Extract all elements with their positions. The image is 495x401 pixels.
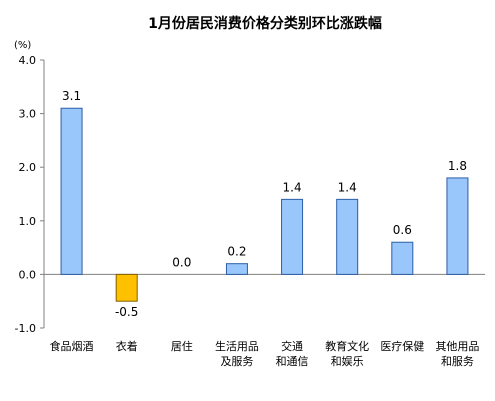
bar — [115, 273, 138, 302]
y-tick-label: -1.0 — [15, 322, 36, 335]
data-label: 3.1 — [62, 89, 81, 103]
x-tick-label: 和服务 — [441, 355, 474, 368]
data-label: 1.4 — [283, 180, 302, 194]
x-tick-label: 及服务 — [220, 355, 253, 368]
x-tick-label: 交通 — [281, 339, 303, 353]
data-label: 1.4 — [338, 180, 357, 194]
data-label: -0.5 — [115, 305, 138, 319]
y-tick-label: 1.0 — [19, 215, 37, 228]
y-tick-label: 0.0 — [19, 268, 37, 281]
x-tick-label: 衣着 — [116, 339, 138, 353]
x-tick-label: 和娱乐 — [331, 354, 364, 368]
chart-title: 1月份居民消费价格分类别环比涨跌幅 — [148, 15, 382, 32]
x-tick-label: 教育文化 — [325, 339, 369, 353]
bar — [391, 241, 414, 275]
x-tick-label: 居住 — [171, 339, 193, 353]
data-labels: 3.1 -0.5 0.0 0.2 1.4 1.4 0.6 1.8 — [62, 89, 467, 319]
bar — [225, 263, 248, 275]
y-tick-label: 3.0 — [19, 108, 37, 121]
x-tick-label: 其他用品 — [435, 340, 479, 353]
y-axis: 4.0 3.0 2.0 1.0 0.0 -1.0 — [15, 54, 45, 335]
data-label: 1.8 — [448, 159, 467, 173]
x-tick-label: 生活用品 — [215, 339, 259, 353]
data-label: 0.6 — [393, 223, 412, 237]
x-tick-label: 和通信 — [276, 355, 309, 368]
y-tick-label: 2.0 — [19, 161, 37, 174]
x-tick-label: 食品烟酒 — [50, 339, 94, 353]
data-label: 0.0 — [172, 255, 191, 269]
bar — [281, 198, 304, 275]
y-tick-label: 4.0 — [19, 54, 37, 67]
bars — [60, 107, 469, 302]
bar — [60, 107, 83, 275]
data-label: 0.2 — [227, 245, 246, 259]
bar — [446, 177, 469, 275]
unit-label: (%) — [14, 40, 31, 51]
x-tick-label: 医疗保健 — [380, 339, 424, 353]
bar — [336, 198, 359, 275]
